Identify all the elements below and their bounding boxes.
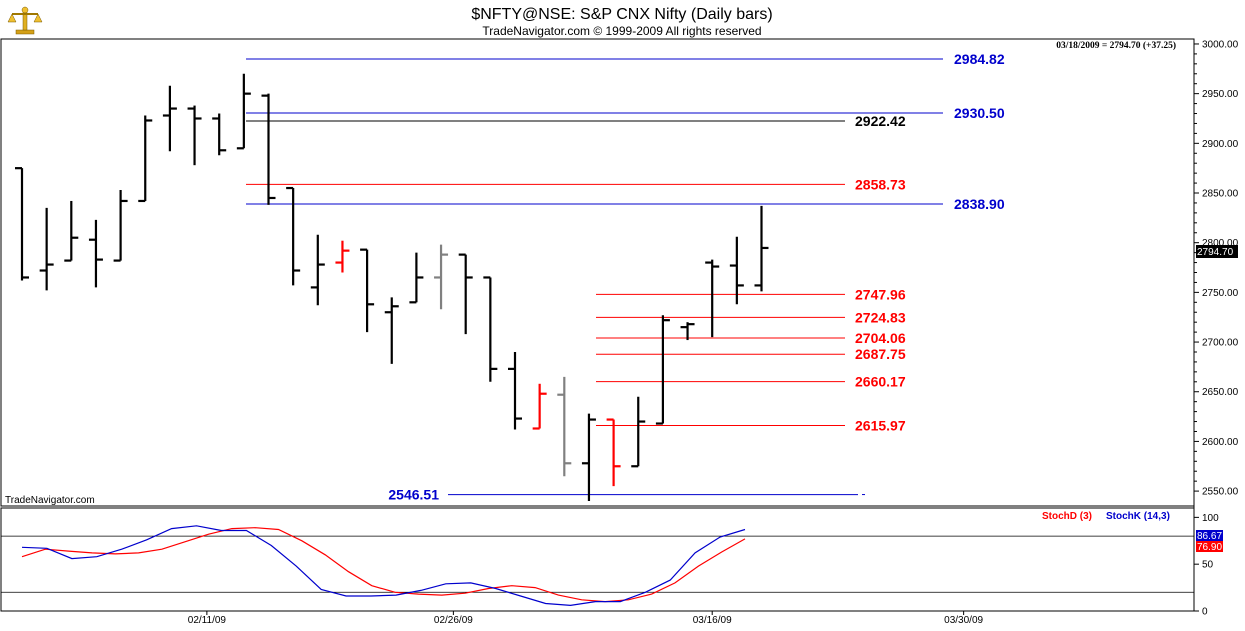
last-price-box-label: 2794.70 [1197,247,1234,258]
chart-title: $NFTY@NSE: S&P CNX Nifty (Daily bars) [471,6,772,23]
price-y-axis: 2550.00 2600.00 2650.00 2700.00 2750.00 2800.… [1194,39,1239,498]
stoch-panel-frame [0,507,1195,612]
stoch-k-value: 86.67 [1197,531,1222,542]
price-tick-label-4: 2750.00 [1202,288,1239,299]
price-tick-label-1: 2600.00 [1202,437,1239,448]
price-tick-label-8: 2950.00 [1202,89,1239,100]
stoch-k-value-box [1196,530,1223,541]
stoch-series-1 [21,525,746,607]
stoch-tick-label-0: 0 [1202,607,1208,618]
price-tick-label-2: 2650.00 [1202,387,1239,398]
price-tick-label-7: 2900.00 [1202,139,1239,150]
x-axis: 02/11/09 02/26/09 03/16/09 03/30/09 [188,611,984,626]
level-label-3: 2858.73 [855,176,906,192]
last-price-box [1196,245,1238,258]
level-label-0: 2984.82 [954,51,1005,67]
price-tick-label-5: 2800.00 [1202,238,1239,249]
price-tick-label-9: 3000.00 [1202,39,1239,50]
price-tick-label-6: 2850.00 [1202,189,1239,200]
levels-group: 2984.82 2930.50 2922.42 2858.73 2838.90 2747.… [246,51,1005,503]
level-label-5: 2747.96 [855,286,906,302]
copyright-text: TradeNavigator.com © 1999-2009 All right… [482,24,761,38]
watermark-text: TradeNavigator.com [5,495,95,506]
trophy-scales-icon [7,6,43,35]
level-label-11: 2546.51 [388,487,439,503]
legend-stoch-d: StochD (3) [1042,511,1092,522]
price-tick-label-0: 2550.00 [1202,487,1239,498]
level-label-1: 2930.50 [954,105,1005,121]
ohlc-bars [15,73,769,502]
stoch-d-value: 76.90 [1197,542,1222,553]
level-label-10: 2615.97 [855,418,906,434]
stoch-d-value-box [1196,541,1223,552]
level-label-2: 2922.42 [855,113,906,129]
legend-stoch-k: StochK (14,3) [1106,511,1170,522]
level-label-7: 2704.06 [855,330,906,346]
price-tick-label-3: 2700.00 [1202,338,1239,349]
level-label-8: 2687.75 [855,346,906,362]
x-tick-label-2: 03/16/09 [693,615,732,626]
stochastic-lines [1,525,1194,607]
price-panel-frame [0,38,1195,507]
level-label-9: 2660.17 [855,374,906,390]
x-tick-label-0: 02/11/09 [188,615,227,626]
stoch-tick-label-2: 100 [1202,513,1219,524]
level-label-6: 2724.83 [855,309,906,325]
stoch-y-axis: 0 50 100 [1194,513,1219,618]
x-tick-label-3: 03/30/09 [944,615,983,626]
stoch-tick-label-1: 50 [1202,560,1214,571]
x-tick-label-1: 02/26/09 [434,615,473,626]
level-label-4: 2838.90 [954,196,1005,212]
last-price-info: 03/18/2009 = 2794.70 (+37.25) [1056,40,1176,51]
